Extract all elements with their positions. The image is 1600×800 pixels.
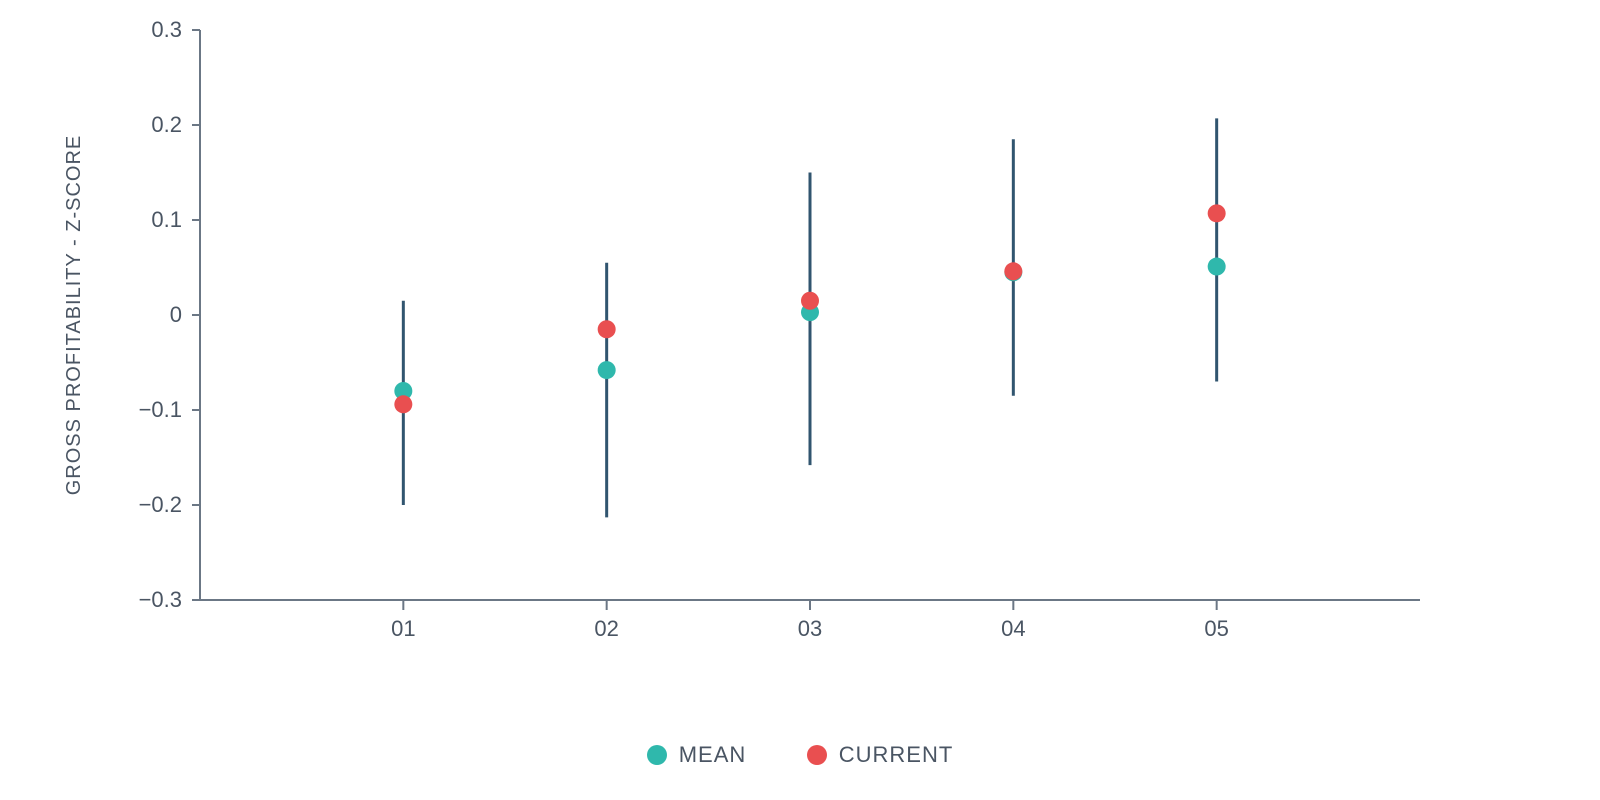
point-current xyxy=(598,320,616,338)
y-tick-label: 0.1 xyxy=(151,207,182,232)
y-tick-label: −0.2 xyxy=(139,492,182,517)
point-mean xyxy=(598,361,616,379)
point-current xyxy=(394,395,412,413)
legend-swatch-mean xyxy=(647,745,667,765)
legend: MEAN CURRENT xyxy=(0,742,1600,770)
y-tick-label: −0.3 xyxy=(139,587,182,612)
x-tick-label: 03 xyxy=(798,616,822,641)
y-tick-label: 0.2 xyxy=(151,112,182,137)
x-tick-label: 01 xyxy=(391,616,415,641)
legend-label-mean: MEAN xyxy=(679,742,747,768)
legend-swatch-current xyxy=(807,745,827,765)
legend-label-current: CURRENT xyxy=(839,742,954,768)
y-axis-label: GROSS PROFITABILITY - Z-SCORE xyxy=(63,135,85,496)
x-tick-label: 02 xyxy=(594,616,618,641)
x-tick-label: 05 xyxy=(1204,616,1228,641)
y-tick-label: 0 xyxy=(170,302,182,327)
y-tick-label: −0.1 xyxy=(139,397,182,422)
point-current xyxy=(801,292,819,310)
y-tick-label: 0.3 xyxy=(151,17,182,42)
point-mean xyxy=(1208,258,1226,276)
x-tick-label: 04 xyxy=(1001,616,1025,641)
legend-item-current: CURRENT xyxy=(807,742,954,768)
zscore-chart: −0.3 −0.2 −0.1 0 0.1 0.2 0.3 01 02 03 04 05 GROSS PR… xyxy=(0,0,1600,720)
chart-container: −0.3 −0.2 −0.1 0 0.1 0.2 0.3 01 02 03 04 05 GROSS PR… xyxy=(0,0,1600,800)
legend-item-mean: MEAN xyxy=(647,742,747,768)
point-current xyxy=(1208,204,1226,222)
point-current xyxy=(1004,262,1022,280)
